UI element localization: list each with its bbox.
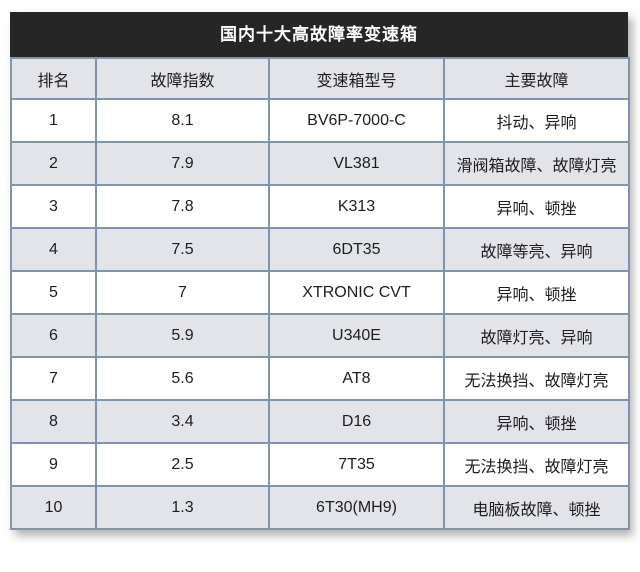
- cell-main-fault: 无法换挡、故障灯亮: [443, 356, 630, 401]
- cell-model: 7T35: [268, 442, 445, 487]
- cell-rank: 4: [10, 227, 97, 272]
- cell-model: BV6P-7000-C: [268, 98, 445, 143]
- cell-rank: 6: [10, 313, 97, 358]
- col-header-fault-index: 故障指数: [95, 57, 270, 100]
- cell-rank: 7: [10, 356, 97, 401]
- table-row: 9 2.5 7T35 无法换挡、故障灯亮: [10, 442, 630, 487]
- gearbox-failure-table: 国内十大高故障率变速箱 排名 故障指数 变速箱型号 主要故障 1 8.1 BV6…: [10, 12, 630, 530]
- cell-main-fault: 异响、顿挫: [443, 270, 630, 315]
- cell-main-fault: 故障灯亮、异响: [443, 313, 630, 358]
- cell-rank: 2: [10, 141, 97, 186]
- cell-main-fault: 故障等亮、异响: [443, 227, 630, 272]
- cell-model: U340E: [268, 313, 445, 358]
- cell-fault-index: 3.4: [95, 399, 270, 444]
- cell-main-fault: 异响、顿挫: [443, 184, 630, 229]
- cell-fault-index: 7.9: [95, 141, 270, 186]
- cell-rank: 3: [10, 184, 97, 229]
- cell-main-fault: 滑阀箱故障、故障灯亮: [443, 141, 630, 186]
- cell-fault-index: 7.5: [95, 227, 270, 272]
- cell-rank: 5: [10, 270, 97, 315]
- header-row: 排名 故障指数 变速箱型号 主要故障: [10, 57, 630, 100]
- table-title: 国内十大高故障率变速箱: [10, 12, 628, 57]
- table-row: 2 7.9 VL381 滑阀箱故障、故障灯亮: [10, 141, 630, 186]
- cell-main-fault: 电脑板故障、顿挫: [443, 485, 630, 530]
- cell-rank: 10: [10, 485, 97, 530]
- cell-fault-index: 5.6: [95, 356, 270, 401]
- cell-main-fault: 抖动、异响: [443, 98, 630, 143]
- table-row: 1 8.1 BV6P-7000-C 抖动、异响: [10, 98, 630, 143]
- cell-rank: 1: [10, 98, 97, 143]
- col-header-model: 变速箱型号: [268, 57, 445, 100]
- table-row: 8 3.4 D16 异响、顿挫: [10, 399, 630, 444]
- cell-fault-index: 2.5: [95, 442, 270, 487]
- table-row: 4 7.5 6DT35 故障等亮、异响: [10, 227, 630, 272]
- col-header-rank: 排名: [10, 57, 97, 100]
- table-row: 3 7.8 K313 异响、顿挫: [10, 184, 630, 229]
- cell-fault-index: 1.3: [95, 485, 270, 530]
- cell-model: 6DT35: [268, 227, 445, 272]
- cell-main-fault: 无法换挡、故障灯亮: [443, 442, 630, 487]
- cell-main-fault: 异响、顿挫: [443, 399, 630, 444]
- table-row: 7 5.6 AT8 无法换挡、故障灯亮: [10, 356, 630, 401]
- cell-fault-index: 7.8: [95, 184, 270, 229]
- cell-model: 6T30(MH9): [268, 485, 445, 530]
- cell-fault-index: 5.9: [95, 313, 270, 358]
- col-header-main-fault: 主要故障: [443, 57, 630, 100]
- cell-model: D16: [268, 399, 445, 444]
- cell-model: VL381: [268, 141, 445, 186]
- cell-fault-index: 7: [95, 270, 270, 315]
- data-table: 排名 故障指数 变速箱型号 主要故障 1 8.1 BV6P-7000-C 抖动、…: [10, 57, 630, 530]
- cell-model: K313: [268, 184, 445, 229]
- cell-fault-index: 8.1: [95, 98, 270, 143]
- cell-model: XTRONIC CVT: [268, 270, 445, 315]
- table-row: 10 1.3 6T30(MH9) 电脑板故障、顿挫: [10, 485, 630, 530]
- cell-rank: 8: [10, 399, 97, 444]
- cell-rank: 9: [10, 442, 97, 487]
- table-row: 5 7 XTRONIC CVT 异响、顿挫: [10, 270, 630, 315]
- table-row: 6 5.9 U340E 故障灯亮、异响: [10, 313, 630, 358]
- cell-model: AT8: [268, 356, 445, 401]
